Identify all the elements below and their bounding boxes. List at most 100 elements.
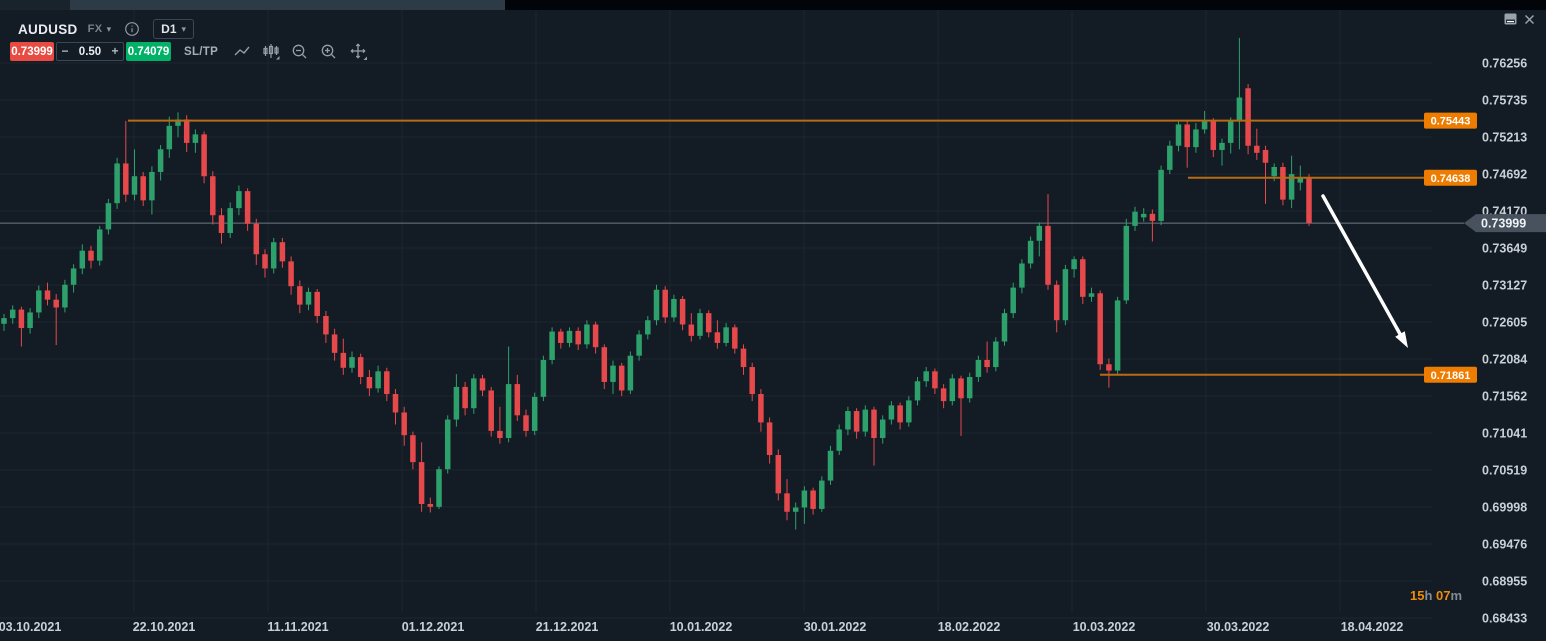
candle-body <box>984 359 990 368</box>
candle-body <box>349 357 355 368</box>
candle-body <box>688 324 695 336</box>
candle-body <box>897 405 903 423</box>
candle-body <box>1219 142 1225 150</box>
candle-body <box>1149 213 1156 221</box>
candle-body <box>314 291 320 316</box>
candle-body <box>114 163 120 204</box>
symbol-header: AUDUSD FX ▾ D1 ▾ <box>18 19 195 39</box>
candle-body <box>105 203 112 230</box>
candle-body <box>958 378 964 399</box>
timeframe-select[interactable]: D1 ▾ <box>153 19 195 39</box>
date-axis-tick: 18.04.2022 <box>1341 620 1404 634</box>
candle-body <box>192 134 199 143</box>
candle-body <box>305 291 312 305</box>
candle-body <box>1262 149 1269 163</box>
countdown-minutes: 07 <box>1436 588 1451 603</box>
candle-body <box>453 386 460 420</box>
candle-countdown: 15h 07m <box>1410 588 1462 603</box>
candle-body <box>966 376 973 399</box>
candle-body <box>523 415 529 431</box>
candle-body <box>819 480 825 509</box>
candle-body <box>740 348 747 368</box>
candle-body <box>201 134 207 177</box>
candle-body <box>505 384 512 438</box>
candle-body <box>723 327 729 343</box>
window-tab-strip <box>0 0 1546 10</box>
candle-body <box>270 242 277 269</box>
level-price-text: 0.71861 <box>1431 370 1471 382</box>
candle-body <box>1167 145 1173 170</box>
candle-body <box>227 208 233 233</box>
browser-tab[interactable] <box>70 0 505 10</box>
candle-body <box>62 284 68 308</box>
candle-body <box>810 490 816 509</box>
candle-body <box>592 324 599 348</box>
candle-body <box>1097 293 1103 365</box>
candle-body <box>488 390 494 431</box>
minus-button[interactable]: − <box>61 44 69 58</box>
level-price-label[interactable] <box>1424 366 1477 383</box>
news-panel-icon[interactable] <box>1504 13 1517 25</box>
info-icon[interactable] <box>124 21 140 37</box>
chevron-down-icon: ▾ <box>181 23 187 34</box>
price-axis-tick: 0.69998 <box>1482 500 1527 514</box>
candle-body <box>1045 225 1051 285</box>
candle-body <box>18 309 25 329</box>
candle-body <box>70 268 77 285</box>
order-toolbar: 0.73999 − 0.50 + 0.74079 SL/TP <box>10 42 369 61</box>
zoom-in-icon[interactable] <box>318 42 340 62</box>
candle-body <box>1027 240 1034 264</box>
date-axis-tick: 22.10.2021 <box>133 620 196 634</box>
candle-body <box>584 324 590 345</box>
candle-body <box>331 334 338 353</box>
date-axis-tick: 10.03.2022 <box>1073 620 1136 634</box>
candle-body <box>297 286 303 305</box>
candlestick-icon[interactable] <box>260 42 282 62</box>
candle-body <box>1132 211 1138 226</box>
candle-body <box>53 299 59 308</box>
price-axis-tick: 0.74692 <box>1482 167 1527 181</box>
candle-body <box>645 320 651 335</box>
candle-body <box>244 191 251 224</box>
line-chart-icon[interactable] <box>231 42 253 62</box>
candle-body <box>1001 313 1008 342</box>
price-axis-tick: 0.70519 <box>1482 463 1527 477</box>
candle-body <box>253 223 260 255</box>
zoom-out-icon[interactable] <box>289 42 311 62</box>
candle-body <box>871 409 877 438</box>
date-axis-tick: 03.10.2021 <box>0 620 61 634</box>
trend-arrow-head[interactable] <box>1395 331 1408 348</box>
level-price-label[interactable] <box>1424 169 1477 186</box>
level-price-label[interactable] <box>1424 112 1477 129</box>
candle-body <box>801 490 808 508</box>
sell-button[interactable]: 0.73999 <box>10 42 54 61</box>
candle-body <box>549 331 555 360</box>
candle-body <box>392 394 399 413</box>
close-icon[interactable] <box>1524 14 1535 25</box>
trend-arrow[interactable] <box>1321 194 1402 336</box>
price-axis-tick: 0.75213 <box>1482 130 1527 144</box>
pan-icon[interactable] <box>347 42 369 62</box>
buy-button[interactable]: 0.74079 <box>126 42 171 61</box>
candle-body <box>323 315 329 335</box>
chart-tools <box>231 42 369 62</box>
candle-body <box>758 394 764 423</box>
candle-body <box>618 365 625 391</box>
candle-body <box>166 125 173 150</box>
chevron-down-icon[interactable]: ▾ <box>106 23 112 34</box>
candle-body <box>627 355 634 391</box>
spread-value: 0.50 <box>78 45 102 58</box>
candle-body <box>1106 364 1112 371</box>
candle-body <box>566 330 573 343</box>
candle-body <box>436 469 442 507</box>
candle-body <box>1158 169 1164 221</box>
candle-body <box>993 341 999 368</box>
plus-button[interactable]: + <box>111 44 119 58</box>
candle-body <box>1193 129 1199 148</box>
price-axis-tick: 0.72084 <box>1482 352 1527 366</box>
sltp-label[interactable]: SL/TP <box>184 45 219 58</box>
price-axis-tick: 0.76256 <box>1482 57 1527 71</box>
candle-body <box>514 384 521 416</box>
